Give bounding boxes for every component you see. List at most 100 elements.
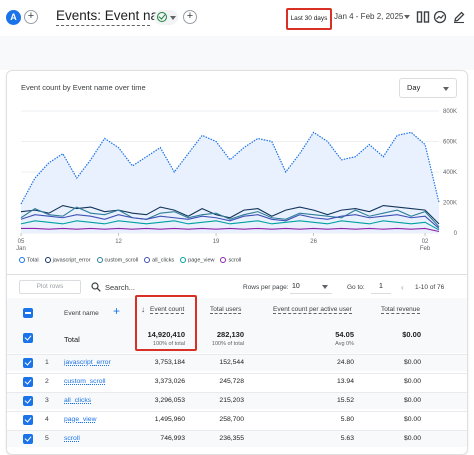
series-line-javascript-error [20,204,440,225]
x-tick-day: 02 [422,239,429,245]
series-line-all-clicks [20,214,440,229]
total-event-count-sub: 100% of total [152,341,185,347]
plot-rows-button[interactable]: Plot rows [19,280,81,294]
pager-text: 1-10 of 76 [415,284,445,291]
avatar[interactable]: A [6,10,21,25]
rows-per-page-select[interactable]: 10 [290,280,332,294]
col-event-count[interactable]: Event count [150,306,185,314]
table-row[interactable]: 3 all_clicks 3,296,053 215,203 15.52 $0.00 [7,392,467,409]
x-tick-day: 12 [115,239,122,245]
row-checkbox[interactable] [23,415,33,425]
legend-label: page_view [188,257,215,264]
search-input[interactable]: Search... [105,283,136,292]
goto-label: Go to: [347,284,365,291]
legend-dot-icon [44,257,51,263]
chart-legend: Total javascript_error custom_scroll all_cl… [19,257,247,269]
col-per-user[interactable]: Event count per active user [273,306,352,314]
per-user-cell: 13.94 [336,378,354,385]
legend-dot-icon [96,257,103,263]
total-users-cell: 245,728 [219,378,244,385]
event-name-link[interactable]: page_view [64,416,97,423]
legend-label: Total [27,257,39,264]
period-select[interactable]: Day [399,78,457,98]
row-checkbox[interactable] [23,396,33,406]
legend-item[interactable]: all_clicks [144,257,174,263]
sort-arrow-icon[interactable]: ↓ [141,305,145,314]
header-divider-strip [0,36,474,70]
select-all-checkbox[interactable] [23,308,33,318]
event-count-cell: 3,296,053 [154,397,185,404]
table-header: Event name [7,298,467,353]
legend-item[interactable]: page_view [180,257,214,263]
col-event-name[interactable]: Event name [64,310,99,317]
chart-title: Event count by Event name over time [21,83,146,92]
period-chevron-icon [443,87,449,91]
search-icon [91,282,101,292]
total-users-sub: 100% of total [211,341,244,347]
rows-per-page-label: Rows per page: [243,284,289,291]
date-chevron-icon[interactable] [404,15,410,19]
period-value: Day [407,83,421,92]
event-name-link[interactable]: javascript_error [64,359,111,366]
series-line-scroll [21,227,440,233]
table-row[interactable]: 2 custom_scroll 3,373,026 245,728 13.94 $0.00 [7,373,467,390]
add-comparison-button[interactable]: + [183,10,197,24]
table-row[interactable]: 1 javascript_error 3,753,184 152,544 24.80 $0… [7,354,467,371]
x-tick-day: 19 [213,239,220,245]
date-preset-label[interactable]: Last 30 days [286,8,332,30]
row-index: 4 [45,416,49,423]
compare-columns-icon[interactable] [416,10,430,24]
insights-icon[interactable] [433,10,447,24]
row-checkbox[interactable] [23,358,33,368]
total-users-cell: 215,203 [219,397,244,404]
revenue-cell: $0.00 [403,397,421,404]
legend-label: all_clicks [152,257,175,264]
legend-item[interactable]: Total [19,257,39,263]
edit-icon[interactable] [452,10,466,24]
legend-item[interactable]: scroll [220,257,241,263]
col-total-users[interactable]: Total users [210,306,242,314]
col-revenue[interactable]: Total revenue [381,306,421,314]
legend-item[interactable]: javascript_error [44,257,91,263]
table-row[interactable]: 4 page_view 1,495,960 258,700 5.80 $0.00 [7,411,467,428]
add-dimension-icon[interactable]: + [113,304,121,318]
series-line-Total [20,131,440,205]
legend-label: custom_scroll [104,257,139,264]
per-user-cell: 24.80 [336,359,354,366]
status-dropdown[interactable] [154,10,178,25]
revenue-cell: $0.00 [403,378,421,385]
event-count-cell: 1,495,960 [154,416,185,423]
x-tick-day: 26 [310,239,317,245]
check-circle-icon [157,12,167,22]
add-button[interactable]: + [24,10,38,24]
event-count-highlight [135,295,197,351]
per-user-cell: 15.52 [336,397,354,404]
rows-chevron-icon [322,285,328,289]
row-index: 5 [45,435,49,442]
total-checkbox[interactable] [23,333,33,343]
rows-per-page-value: 10 [292,283,300,290]
row-index: 3 [45,397,49,404]
event-name-link[interactable]: custom_scroll [64,378,106,385]
row-checkbox[interactable] [23,434,33,444]
legend-label: scroll [228,257,242,264]
total-users-cell: 236,355 [219,435,244,442]
report-card: Event count by Event name over time Day … [6,70,468,455]
event-name-link[interactable]: all_clicks [64,397,92,404]
total-per-user-sub: Avg 0% [335,341,354,347]
row-checkbox[interactable] [23,377,33,387]
legend-item[interactable]: custom_scroll [96,257,139,264]
revenue-cell: $0.00 [403,416,421,423]
top-bar: A + Events: Event name + Last 30 days Ja… [0,0,474,36]
prev-page-icon[interactable]: ‹ [401,283,404,292]
revenue-cell: $0.00 [403,435,421,442]
table-row[interactable]: 5 scroll 746,993 236,355 5.63 $0.00 [7,430,467,447]
page-title[interactable]: Events: Event name [56,8,177,23]
goto-input[interactable]: 1 [371,280,391,294]
date-range[interactable]: Jan 4 - Feb 2, 2025 [334,12,404,21]
x-tick-day: 05 [18,239,25,245]
event-name-link[interactable]: scroll [64,435,80,442]
total-users-cell: 152,544 [219,359,244,366]
y-tick-label: 200K [443,201,457,207]
